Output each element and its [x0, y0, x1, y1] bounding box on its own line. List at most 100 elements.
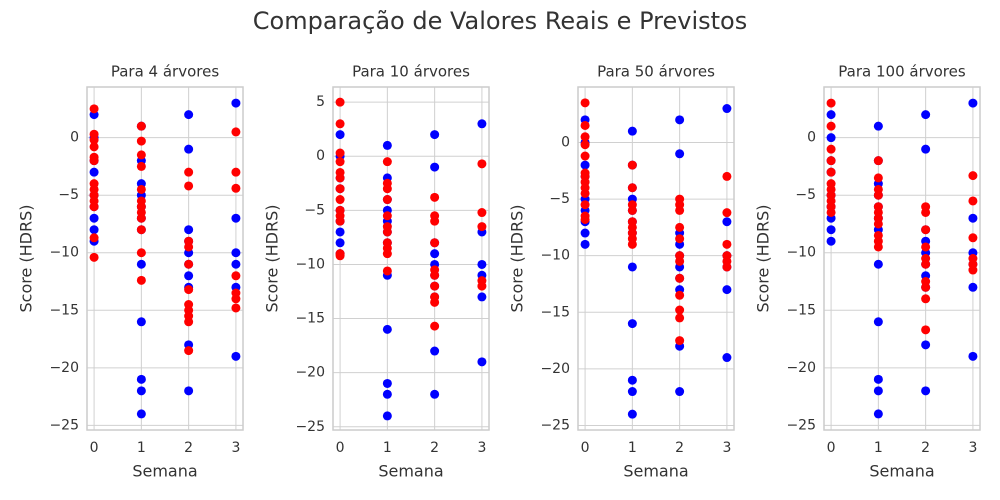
point	[627, 319, 637, 329]
y-tick-label: −20	[295, 365, 325, 381]
point	[675, 336, 685, 346]
point	[382, 324, 392, 334]
point	[136, 161, 146, 171]
point	[430, 321, 440, 331]
y-axis-label: Score (HDRS)	[508, 204, 527, 312]
point	[826, 110, 836, 120]
point	[231, 98, 241, 108]
point	[580, 239, 590, 249]
x-axis-label: Semana	[623, 462, 688, 481]
point	[675, 222, 685, 232]
point	[430, 238, 440, 248]
point	[580, 188, 590, 198]
point	[873, 409, 883, 419]
point	[335, 148, 345, 158]
point	[184, 386, 194, 396]
point	[382, 195, 392, 205]
point	[722, 171, 732, 181]
point	[826, 144, 836, 154]
x-axis-label: Semana	[869, 462, 934, 481]
x-tick-label: 3	[722, 440, 731, 456]
point	[89, 225, 99, 235]
point	[675, 387, 685, 397]
x-tick-label: 0	[336, 440, 345, 456]
point	[231, 127, 241, 137]
point	[921, 294, 931, 304]
point	[231, 183, 241, 193]
point	[382, 249, 392, 259]
point	[335, 195, 345, 205]
point	[873, 219, 883, 229]
axes-frame	[86, 86, 244, 431]
point	[382, 184, 392, 194]
point	[231, 303, 241, 313]
point	[136, 184, 146, 194]
point	[231, 271, 241, 281]
y-tick-label: −5	[304, 202, 325, 218]
point	[430, 249, 440, 259]
point	[627, 126, 637, 136]
x-axis-label: Semana	[132, 462, 197, 481]
point	[430, 192, 440, 202]
point	[627, 205, 637, 215]
y-tick-label: 0	[807, 130, 816, 146]
point	[627, 387, 637, 397]
point	[136, 248, 146, 258]
point	[89, 135, 99, 145]
point	[627, 183, 637, 193]
point	[968, 196, 978, 206]
point	[184, 259, 194, 269]
y-tick-label: 0	[70, 130, 79, 146]
point	[921, 386, 931, 396]
y-tick-label: 5	[316, 94, 325, 110]
x-tick-label: 3	[968, 440, 977, 456]
point	[921, 340, 931, 350]
point	[231, 248, 241, 258]
point	[335, 119, 345, 129]
point	[722, 262, 732, 272]
point	[722, 217, 732, 227]
point	[580, 140, 590, 150]
point	[968, 171, 978, 181]
point	[675, 256, 685, 266]
point	[722, 353, 732, 363]
point	[873, 386, 883, 396]
y-axis-label: Score (HDRS)	[263, 204, 282, 312]
point	[89, 213, 99, 223]
point	[627, 239, 637, 249]
point	[89, 167, 99, 177]
point	[477, 222, 487, 232]
point	[722, 104, 732, 114]
point	[184, 271, 194, 281]
point	[968, 98, 978, 108]
subplot-title: Para 50 árvores	[597, 63, 715, 81]
point	[675, 234, 685, 244]
x-tick-label: 0	[90, 440, 99, 456]
point	[722, 208, 732, 218]
point	[184, 242, 194, 252]
point	[136, 213, 146, 223]
point	[89, 252, 99, 262]
point	[477, 259, 487, 269]
point	[136, 259, 146, 269]
y-tick-label: −25	[295, 419, 325, 435]
point	[184, 346, 194, 356]
point	[136, 275, 146, 285]
point	[335, 130, 345, 140]
x-tick-label: 3	[477, 440, 486, 456]
point	[335, 216, 345, 226]
point	[580, 214, 590, 224]
point	[675, 273, 685, 283]
point	[382, 411, 392, 421]
point	[382, 211, 392, 221]
point	[580, 151, 590, 161]
y-axis-label: Score (HDRS)	[754, 204, 773, 312]
point	[477, 208, 487, 218]
point	[826, 167, 836, 177]
x-tick-label: 2	[921, 440, 930, 456]
point	[430, 281, 440, 291]
x-axis-label: Semana	[378, 462, 443, 481]
y-tick-label: 0	[316, 148, 325, 164]
point	[89, 156, 99, 166]
